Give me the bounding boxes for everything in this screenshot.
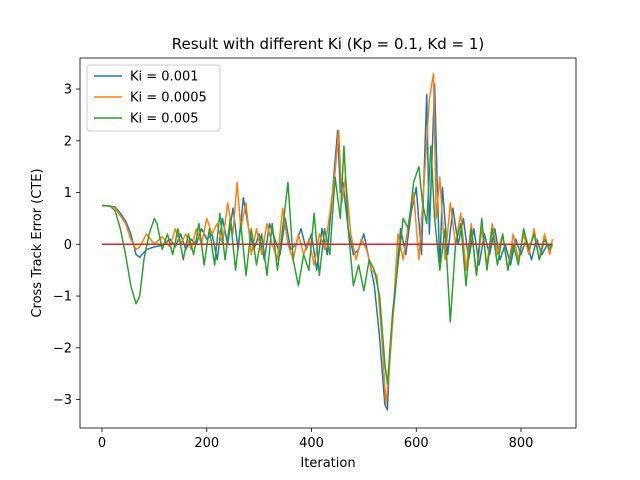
x-tick-label: 200: [194, 436, 219, 451]
legend-entry-3: Ki = 0.005: [130, 112, 199, 127]
x-tick-label: 0: [98, 436, 106, 451]
x-tick-label: 600: [404, 436, 429, 451]
legend-entry-1: Ki = 0.001: [130, 70, 199, 85]
series-layer: [101, 72, 554, 411]
y-tick-label: −2: [53, 341, 72, 356]
y-tick-label: −1: [53, 290, 72, 305]
y-tick-label: 1: [64, 186, 72, 201]
legend-entry-2: Ki = 0.0005: [130, 91, 207, 106]
y-axis-label: Cross Track Error (CTE): [30, 168, 45, 317]
chart-title: Result with different Ki (Kp = 0.1, Kd =…: [172, 35, 485, 53]
series-line-3: [101, 145, 554, 385]
x-tick-label: 400: [299, 436, 324, 451]
x-axis: 0 200 400 600 800: [98, 428, 534, 451]
y-tick-label: −3: [53, 393, 72, 408]
x-tick-label: 800: [509, 436, 534, 451]
x-axis-label: Iteration: [300, 456, 355, 471]
plot-frame: [79, 57, 577, 429]
y-tick-label: 0: [64, 238, 72, 253]
y-tick-label: 2: [64, 134, 72, 149]
y-tick-label: 3: [64, 83, 72, 98]
legend-box: [86, 64, 221, 132]
legend: Ki = 0.001 Ki = 0.0005 Ki = 0.005: [86, 64, 221, 132]
y-axis: −3 −2 −1 0 1 2 3: [53, 83, 80, 408]
